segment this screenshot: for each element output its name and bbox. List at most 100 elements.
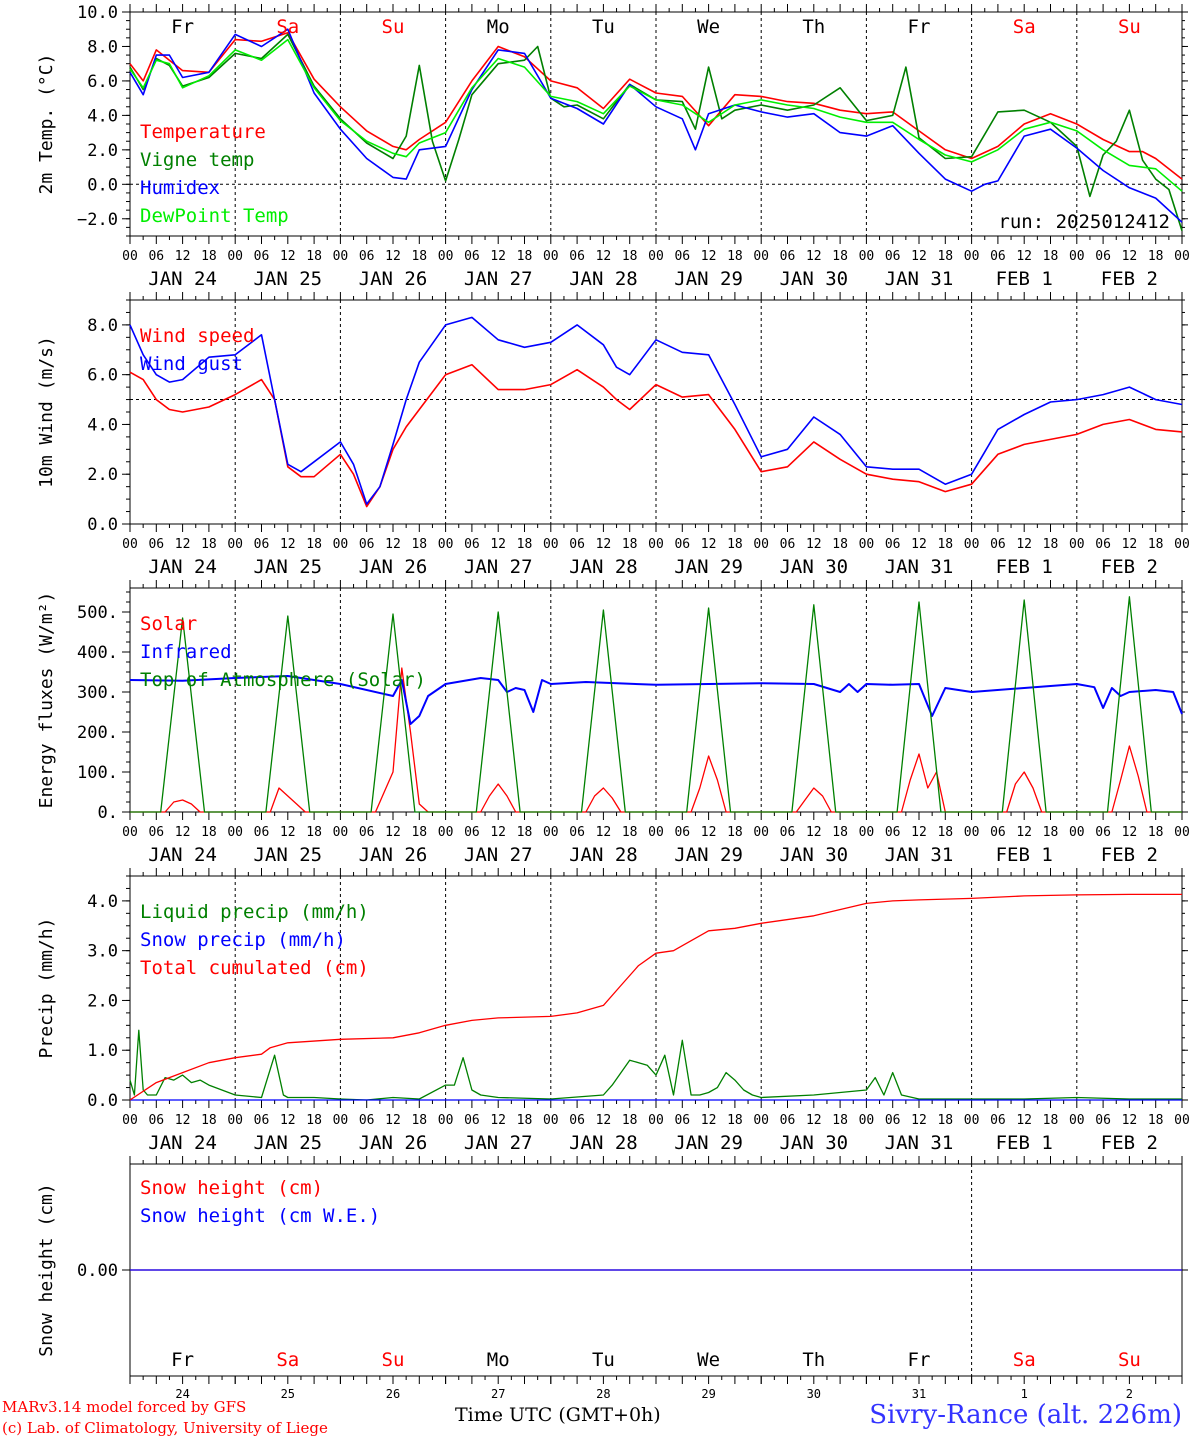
hour-label: 18 (201, 537, 217, 552)
weekday-label: Sa (1013, 16, 1036, 38)
date-label: JAN 27 (464, 268, 533, 290)
y-tick-label: 1.0 (87, 1041, 118, 1061)
hour-label: 18 (201, 825, 217, 840)
hour-label: 00 (964, 825, 980, 840)
hour-label: 12 (806, 537, 822, 552)
date-label: JAN 29 (674, 556, 743, 578)
weekday-label-bottom: Fr (908, 1349, 931, 1371)
hour-label: 18 (832, 249, 848, 264)
legend-entry: Wind gust (140, 353, 243, 375)
date-label: FEB 2 (1101, 1132, 1158, 1154)
y-axis-label: Precip (mm/h) (36, 918, 57, 1059)
date-label: FEB 2 (1101, 556, 1158, 578)
hour-label: 00 (753, 249, 769, 264)
weekday-label: Su (1118, 16, 1141, 38)
hour-label: 12 (1016, 1113, 1032, 1128)
hour-label: 12 (1122, 1113, 1138, 1128)
hour-label: 12 (1016, 249, 1032, 264)
hour-label: 06 (1095, 825, 1111, 840)
weekday-label-bottom: Sa (1013, 1349, 1036, 1371)
date-label: JAN 30 (779, 1132, 848, 1154)
hour-label: 18 (832, 1113, 848, 1128)
hour-label: 00 (1174, 249, 1190, 264)
date-label: FEB 2 (1101, 268, 1158, 290)
date-label: JAN 26 (359, 844, 428, 866)
y-tick-label: 0.0 (87, 1091, 118, 1111)
hour-label: 06 (148, 249, 164, 264)
date-label: JAN 31 (885, 268, 954, 290)
hour-label: 00 (859, 1113, 875, 1128)
legend-entry: Total cumulated (cm) (140, 957, 369, 979)
date-label: JAN 29 (674, 844, 743, 866)
hour-label: 12 (596, 825, 612, 840)
hour-label: 18 (622, 537, 638, 552)
hour-label: 06 (254, 537, 270, 552)
hour-label: 12 (911, 825, 927, 840)
hour-label: 06 (464, 1113, 480, 1128)
day-number: 2 (1126, 1387, 1133, 1401)
date-label: FEB 1 (996, 1132, 1053, 1154)
hour-label: 06 (148, 537, 164, 552)
hour-label: 12 (1122, 537, 1138, 552)
hour-label: 18 (306, 249, 322, 264)
hour-label: 18 (201, 1113, 217, 1128)
hour-label: 00 (648, 249, 664, 264)
y-tick-label: 500. (77, 603, 118, 623)
hour-label: 12 (385, 249, 401, 264)
hour-label: 00 (543, 249, 559, 264)
day-number: 24 (175, 1387, 189, 1401)
hour-label: 00 (1174, 825, 1190, 840)
hour-label: 00 (333, 1113, 349, 1128)
date-label: JAN 24 (148, 844, 217, 866)
weekday-label: Th (802, 16, 825, 38)
hour-label: 00 (648, 825, 664, 840)
hour-label: 18 (306, 825, 322, 840)
date-label: JAN 29 (674, 268, 743, 290)
hour-label: 06 (359, 825, 375, 840)
hour-label: 12 (490, 825, 506, 840)
time-axis-label: Time UTC (GMT+0h) (455, 1404, 661, 1426)
date-label: JAN 30 (779, 844, 848, 866)
weekday-label-bottom: Su (382, 1349, 405, 1371)
hour-label: 00 (753, 537, 769, 552)
hour-label: 18 (517, 825, 533, 840)
date-label: JAN 25 (253, 1132, 322, 1154)
hour-label: 00 (122, 249, 138, 264)
weekday-label: Tu (592, 16, 615, 38)
hour-label: 18 (306, 1113, 322, 1128)
hour-label: 00 (543, 537, 559, 552)
hour-label: 12 (1122, 825, 1138, 840)
y-axis-label: Energy fluxes (W/m²) (36, 592, 57, 809)
hour-label: 00 (859, 825, 875, 840)
hour-label: 12 (175, 537, 191, 552)
hour-label: 18 (411, 249, 427, 264)
legend-entry: Top of Atmosphere (Solar) (140, 669, 426, 691)
series-line-3-2 (129, 675, 1183, 725)
hour-label: 06 (464, 249, 480, 264)
hour-label: 18 (1043, 825, 1059, 840)
hour-label: 00 (964, 1113, 980, 1128)
hour-label: 00 (438, 1113, 454, 1128)
date-label: JAN 31 (885, 844, 954, 866)
date-label: JAN 25 (253, 844, 322, 866)
hour-label: 18 (832, 825, 848, 840)
hour-label: 00 (1174, 1113, 1190, 1128)
run-label: run: 2025012412 (998, 211, 1170, 233)
hour-label: 06 (569, 249, 585, 264)
legend-entry: Humidex (140, 177, 220, 199)
hour-label: 18 (517, 249, 533, 264)
hour-label: 06 (569, 1113, 585, 1128)
hour-label: 00 (753, 1113, 769, 1128)
y-tick-label: 4.0 (87, 415, 118, 435)
hour-label: 06 (254, 1113, 270, 1128)
y-tick-label: 2.0 (87, 141, 118, 161)
legend-entry: Snow precip (mm/h) (140, 929, 346, 951)
panel-frame (129, 299, 1183, 525)
hour-label: 12 (385, 1113, 401, 1128)
y-tick-label: 0.0 (87, 175, 118, 195)
hour-label: 00 (227, 1113, 243, 1128)
weekday-label: Sa (276, 16, 299, 38)
y-tick-label: 300. (77, 683, 118, 703)
hour-label: 12 (1016, 825, 1032, 840)
hour-label: 18 (937, 249, 953, 264)
